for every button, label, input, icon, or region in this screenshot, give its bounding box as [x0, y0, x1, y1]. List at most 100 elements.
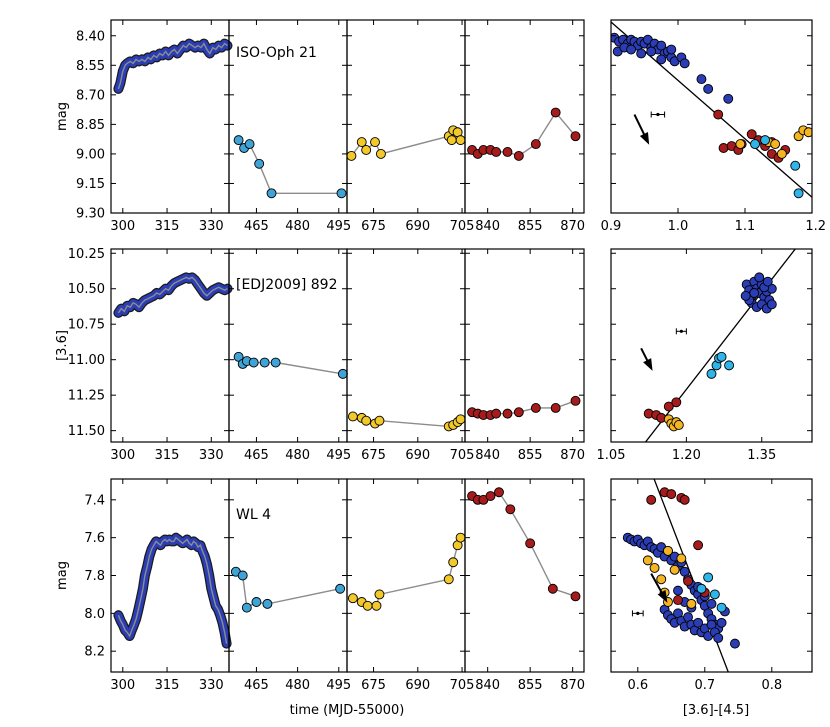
y-tick-label: 10.25 [68, 247, 105, 262]
data-point [550, 402, 561, 413]
time-panel-3: 675 690 705 [346, 19, 474, 234]
color-point [718, 143, 729, 153]
color-point [713, 109, 724, 120]
color-point [740, 290, 751, 301]
data-point [362, 600, 373, 611]
color-point [646, 494, 657, 505]
data-point [502, 146, 513, 157]
data-point [375, 148, 386, 159]
color-point [663, 545, 673, 556]
y-tick-label: 10.75 [68, 318, 105, 333]
color-point [656, 54, 667, 65]
data-point [251, 597, 262, 607]
color-point [636, 48, 647, 59]
color-point [750, 139, 760, 150]
data-point [335, 583, 346, 594]
y-tick-label: 8.2 [84, 645, 105, 660]
x-tick-label: 855 [518, 678, 543, 693]
color-point [716, 617, 727, 628]
data-point [491, 146, 502, 157]
data-point [270, 357, 281, 368]
color-panel: 0.6 0.7 0.8 [610, 478, 813, 693]
row-2: 10.25 10.50 10.75 11.00 11.25 11.50 [3.6] 300 31… [55, 247, 813, 463]
color-point [696, 583, 707, 594]
data-point [374, 415, 385, 426]
y-tick-label: 9.00 [76, 147, 105, 162]
x-tick-label: 870 [560, 448, 585, 463]
time-panel-4: 840 855 870 [464, 248, 585, 463]
x-axis-label-time: time (MJD-55000) [290, 703, 405, 718]
color-point [716, 351, 727, 362]
y-tick-label: 8.55 [76, 59, 105, 74]
data-point [361, 145, 372, 155]
color-point [683, 576, 693, 587]
color-point [716, 602, 727, 613]
time-panel-1: 300 315 330 [110, 19, 233, 234]
panel-frame [346, 248, 466, 443]
color-point [770, 139, 781, 150]
color-point [666, 489, 677, 500]
color-panel: 1.05 1.20 1.35 [597, 248, 813, 463]
panel-frame [464, 478, 585, 673]
color-point [693, 617, 704, 628]
color-point [793, 188, 804, 199]
data-point [570, 395, 581, 406]
color-point [735, 139, 746, 150]
x-axis-label-color: [3.6]-[4.5] [683, 703, 749, 718]
color-point [679, 494, 690, 505]
x-tick-label: 705 [450, 678, 475, 693]
data-point [494, 487, 504, 498]
x-tick-label: 300 [110, 219, 135, 234]
x-tick-label: 690 [405, 678, 430, 693]
data-point [237, 570, 248, 581]
x-tick-label: 480 [285, 219, 310, 234]
data-point [485, 491, 496, 501]
data-point [446, 135, 457, 146]
color-panel: 0.9 1.0 1.1 1.2 [601, 19, 826, 234]
color-point [723, 93, 734, 104]
y-tick-label: 11.50 [68, 424, 105, 439]
color-point [679, 58, 690, 69]
time-panel-3: 675 690 705 [346, 478, 475, 693]
color-point [713, 632, 724, 643]
y-tick-label: 7.4 [84, 493, 105, 508]
color-point [673, 585, 683, 596]
data-point [356, 137, 367, 148]
x-tick-label: 480 [285, 678, 310, 693]
data-point [491, 408, 502, 419]
x-tick-label: 675 [361, 448, 386, 463]
error-bar-center [636, 611, 640, 615]
time-panel-2: 465 480 495 [228, 478, 351, 693]
x-tick-label: 315 [155, 219, 180, 234]
connecting-line [352, 537, 462, 607]
data-point [371, 600, 382, 611]
color-point [703, 572, 714, 583]
color-point [760, 135, 771, 146]
panel-frame [464, 248, 585, 443]
data-point [346, 150, 357, 161]
color-x-tick-label: 0.9 [601, 219, 622, 234]
panel-frame [464, 19, 585, 214]
color-point [746, 129, 757, 140]
data-point [530, 139, 541, 150]
color-point [686, 598, 697, 609]
time-panel-3: 675 690 705 [346, 248, 474, 463]
data-point [266, 188, 277, 199]
reddening-arrow-head [657, 590, 668, 603]
x-tick-label: 495 [326, 678, 351, 693]
x-tick-label: 855 [518, 448, 543, 463]
x-tick-label: 300 [110, 448, 135, 463]
time-panel-1: 300 315 330 [110, 248, 233, 463]
x-tick-label: 465 [244, 678, 269, 693]
data-point [455, 135, 466, 146]
color-x-tick-label: 1.2 [805, 219, 826, 234]
y-tick-label: 8.85 [76, 118, 105, 133]
star-name-label: [EDJ2009] 892 [236, 277, 337, 293]
x-tick-label: 840 [475, 448, 500, 463]
color-point [626, 44, 637, 55]
data-point [513, 407, 524, 418]
color-x-tick-label: 1.1 [735, 219, 756, 234]
x-tick-label: 300 [110, 678, 135, 693]
x-tick-label: 495 [326, 448, 351, 463]
data-point [455, 414, 466, 425]
